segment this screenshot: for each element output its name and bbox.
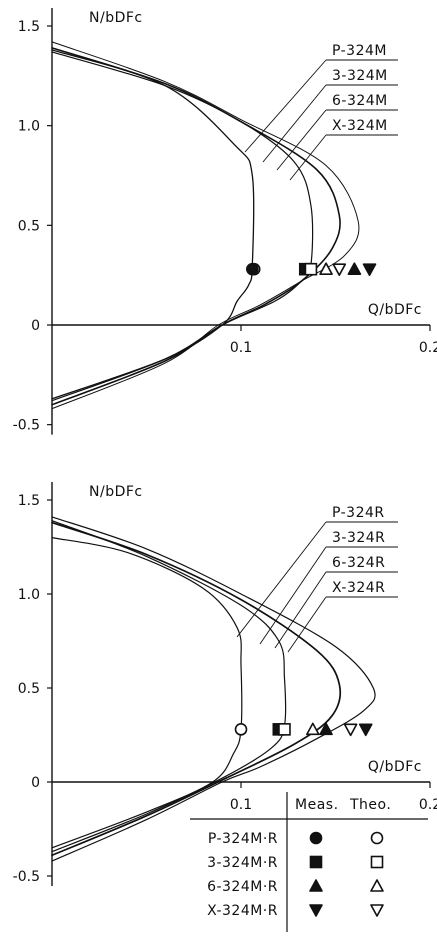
curve-label-leader: [259, 546, 327, 645]
legend-row-label: 3-324M·R: [207, 855, 278, 871]
y-axis-title: N/bDFc: [89, 484, 143, 500]
x-tick-label: 0.2: [419, 340, 437, 356]
legend-theo-triangle-down-open: [370, 904, 384, 917]
y-tick-label: 1.5: [18, 493, 40, 509]
legend-theo-triangle-up-open: [370, 879, 384, 892]
legend-meas-square-filled: [309, 855, 323, 869]
x-axis-title: Q/bDFc: [368, 302, 422, 318]
x-tick-label: 0.1: [230, 797, 252, 813]
series-curve-X-324R: [51, 516, 376, 862]
curve-label-leader: [236, 521, 327, 638]
legend-table: Meas. Theo. P-324M·R 3-324M·R 6-324M·R X-324M…: [190, 792, 428, 932]
marker-triangle-up-open: [319, 262, 333, 275]
marker-circle-open: [234, 723, 248, 736]
marker-circle-filled: [246, 262, 259, 276]
y-tick-label: -0.5: [13, 418, 40, 434]
x-tick-label: 0.1: [230, 340, 252, 356]
legend-meas-circle-filled: [309, 831, 323, 845]
marker-triangle-up-filled: [347, 262, 362, 275]
y-tick-label: -0.5: [13, 869, 40, 885]
marker-square-open: [304, 262, 318, 276]
y-tick-label: 0.5: [18, 218, 40, 234]
curve-label-leader: [244, 59, 327, 153]
y-tick-label: 0: [31, 775, 40, 791]
y-axis-title: N/bDFc: [89, 10, 143, 26]
curve-label: 6-324M: [332, 93, 388, 109]
legend-header-theo: Theo.: [349, 797, 391, 813]
legend-row-label: 6-324M·R: [207, 879, 278, 895]
y-tick-label: 0.5: [18, 681, 40, 697]
legend-row-label: X-324M·R: [207, 903, 278, 919]
legend-theo-square-open: [370, 855, 384, 869]
marker-triangle-down-open: [343, 723, 358, 737]
marker-square-open: [278, 723, 291, 736]
curve-label-leader: [289, 134, 327, 181]
legend-header-meas: Meas.: [295, 797, 339, 813]
legend-meas-triangle-up-filled: [309, 879, 323, 892]
x-tick-label: 0.2: [419, 797, 437, 813]
curve-label: 3-324R: [332, 530, 385, 546]
y-tick-label: 1.0: [18, 119, 40, 135]
marker-triangle-up-filled: [319, 722, 333, 736]
marker-triangle-down-filled: [358, 723, 373, 737]
series-curve-3-324M: [51, 51, 314, 402]
marker-triangle-down-open: [332, 263, 347, 276]
chart-panel-2: 1.5 1.0 0.5 0 -0.5 0.1 0.2 N/bDFc Q/bDFc P-324R 3-…: [13, 482, 437, 932]
curve-label: 3-324M: [332, 68, 388, 84]
series-curve-6-324M: [51, 47, 341, 406]
series-curve-6-324R: [51, 521, 342, 857]
y-tick-label: 0: [31, 318, 40, 334]
y-tick-label: 1.0: [18, 587, 40, 603]
curve-label-leader: [287, 596, 327, 653]
curve-label-leader: [276, 109, 327, 171]
curve-label: X-324R: [332, 580, 385, 596]
chart-panel-1: 1.5 1.0 0.5 0 -0.5 0.1 0.2 N/bDFc Q/bDFc P-324M 3-…: [13, 8, 437, 435]
y-tick-label: 1.5: [18, 19, 40, 35]
series-curve-3-324R: [51, 520, 287, 853]
curve-label: P-324M: [332, 43, 387, 59]
marker-triangle-down-filled: [362, 263, 377, 276]
curve-label: X-324M: [332, 118, 388, 134]
curve-label-leader: [274, 571, 327, 649]
series-curve-X-324M: [51, 41, 360, 410]
curve-label: 6-324R: [332, 555, 385, 571]
legend-theo-circle-open: [370, 831, 384, 845]
marker-triangle-up-open: [306, 722, 320, 736]
legend-row-label: P-324M·R: [208, 831, 278, 847]
series-curve-P-324R: [51, 537, 243, 849]
series-curve-P-324M: [51, 49, 255, 400]
curve-label: P-324R: [332, 505, 385, 521]
curve-label-leader: [262, 84, 327, 163]
x-axis-title: Q/bDFc: [368, 759, 422, 775]
legend-meas-triangle-down-filled: [309, 904, 323, 917]
